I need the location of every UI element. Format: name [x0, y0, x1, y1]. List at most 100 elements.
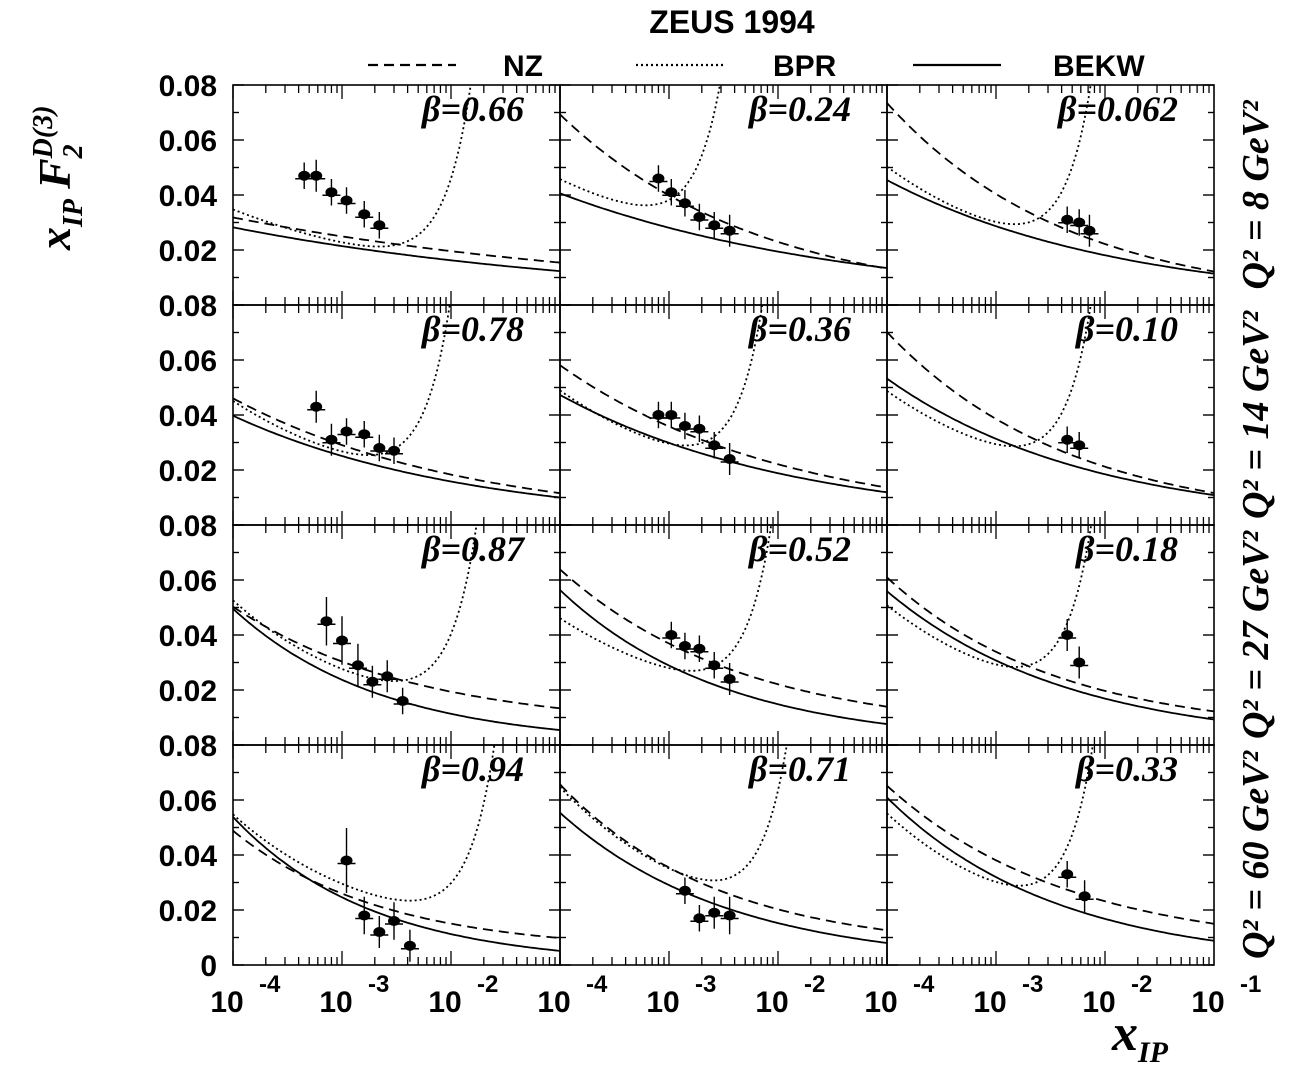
data-point [363, 665, 382, 698]
x-tick-exponent: -3 [695, 971, 716, 998]
curve-bekw [560, 812, 887, 944]
data-point [385, 902, 404, 940]
data-point [1058, 426, 1077, 453]
data-point [690, 635, 709, 662]
x-tick-exponent: -2 [804, 971, 825, 998]
curve-bpr [233, 745, 496, 902]
data-point [400, 929, 419, 962]
x-tick-exponent: -4 [259, 971, 281, 998]
x-tick-base: 10 [1082, 986, 1115, 1019]
x-tick-exponent: -1 [1240, 971, 1261, 998]
legend: NZ BPR BEKW [368, 50, 1145, 83]
data-point [385, 437, 404, 464]
curve-bekw [560, 394, 887, 494]
x-tick-exponent: -3 [368, 971, 389, 998]
x-tick-exponent: -4 [913, 971, 935, 998]
data-point [378, 660, 397, 693]
y-tick-label: 0.04 [159, 400, 218, 433]
curve-bekw [887, 590, 1214, 721]
svg-text:xIPF2D(3): xIPF2D(3) [28, 105, 89, 251]
panel-r3-c2: β=0.33 [886, 744, 1215, 966]
x-tick-base: 10 [646, 986, 679, 1019]
legend-label-bpr: BPR [773, 50, 837, 83]
panel-r3-c0: β=0.94 [232, 744, 561, 966]
data-point [720, 663, 739, 695]
y-tick-label: 0.02 [159, 235, 217, 268]
y-tick-label: 0.06 [159, 785, 217, 818]
beta-label: β=0.10 [1074, 309, 1178, 349]
x-tick-exponent: -2 [1131, 971, 1152, 998]
y-tick-label: 0.04 [159, 620, 218, 653]
y-tick-label: 0.08 [159, 70, 217, 103]
y-axis-label: xIPF2D(3) [28, 105, 89, 251]
curve-bekw [887, 377, 1214, 496]
curve-nz [887, 331, 1214, 494]
panel-grid: β=0.66 β=0.24 β=0.062 β=0.78 β=0.36 β=0.10 β=0… [232, 84, 1215, 966]
curve-bekw [560, 589, 887, 725]
y-tick-label: 0.08 [159, 290, 217, 323]
beta-label: β=0.87 [420, 529, 526, 569]
data-point [370, 434, 389, 462]
data-point [337, 418, 356, 445]
x-tick-base: 10 [973, 986, 1006, 1019]
data-point [690, 905, 709, 932]
data-point [675, 877, 694, 904]
y-tick-label: 0.02 [159, 455, 217, 488]
x-tick-exponent: -4 [586, 971, 608, 998]
data-point [337, 828, 356, 893]
y-tick-label: 0 [200, 950, 217, 983]
beta-label: β=0.062 [1056, 89, 1178, 129]
data-point [690, 415, 709, 442]
data-point [355, 421, 374, 448]
beta-label: β=0.71 [747, 749, 851, 789]
data-point [355, 896, 374, 935]
curve-bekw [233, 414, 560, 499]
data-point [1070, 209, 1089, 236]
y-tick-label: 0.04 [159, 180, 218, 213]
q2-label: Q² = 27 GeV² [1235, 529, 1277, 739]
y-tick-label: 0.08 [159, 730, 217, 763]
data-point [355, 201, 374, 228]
data-point [1080, 214, 1099, 247]
beta-label: β=0.33 [1074, 749, 1178, 789]
curve-nz [560, 113, 887, 270]
curve-bekw [233, 608, 560, 731]
curve-nz [233, 216, 560, 264]
data-point [370, 916, 389, 948]
data-point [1058, 206, 1077, 233]
y-tick-label: 0.06 [159, 345, 217, 378]
panel-r3-c1: β=0.71 [559, 744, 888, 966]
y-tick-label: 0.02 [159, 895, 217, 928]
curve-nz [233, 830, 560, 939]
curve-bekw [887, 796, 1214, 942]
data-point [705, 652, 724, 679]
data-point [1075, 880, 1094, 913]
x-tick-base: 10 [537, 986, 570, 1019]
figure-title: ZEUS 1994 [649, 4, 815, 40]
y-tick-label: 0.06 [159, 565, 217, 598]
panel-r0-c2: β=0.062 [886, 84, 1215, 306]
data-point [322, 423, 341, 456]
x-tick-base: 10 [210, 986, 243, 1019]
curve-bekw [560, 192, 887, 269]
curve-bpr [233, 525, 478, 683]
data-point [307, 159, 326, 192]
data-point [1070, 646, 1089, 679]
axis-tick-labels: 0.02 0.04 0.06 0.08 0.02 0.04 0.06 0.08 0.02 0.04… [159, 70, 1262, 1019]
data-point [720, 896, 739, 935]
data-point [337, 187, 356, 214]
data-point [333, 616, 351, 665]
data-point [675, 190, 694, 217]
y-tick-label: 0.04 [159, 840, 218, 873]
q2-row-labels: Q² = 8 GeV² Q² = 14 GeV² Q² = 27 GeV² Q² = … [1235, 99, 1277, 959]
x-tick-base: 10 [319, 986, 352, 1019]
beta-label: β=0.78 [420, 309, 524, 349]
data-point [322, 179, 341, 206]
panel-r1-c1: β=0.36 [559, 304, 888, 526]
data-point [1058, 861, 1077, 888]
y-tick-label: 0.02 [159, 675, 217, 708]
x-tick-base: 10 [864, 986, 897, 1019]
curve-nz [560, 568, 887, 708]
x-tick-exponent: -2 [477, 971, 498, 998]
q2-label: Q² = 60 GeV² [1235, 749, 1277, 959]
